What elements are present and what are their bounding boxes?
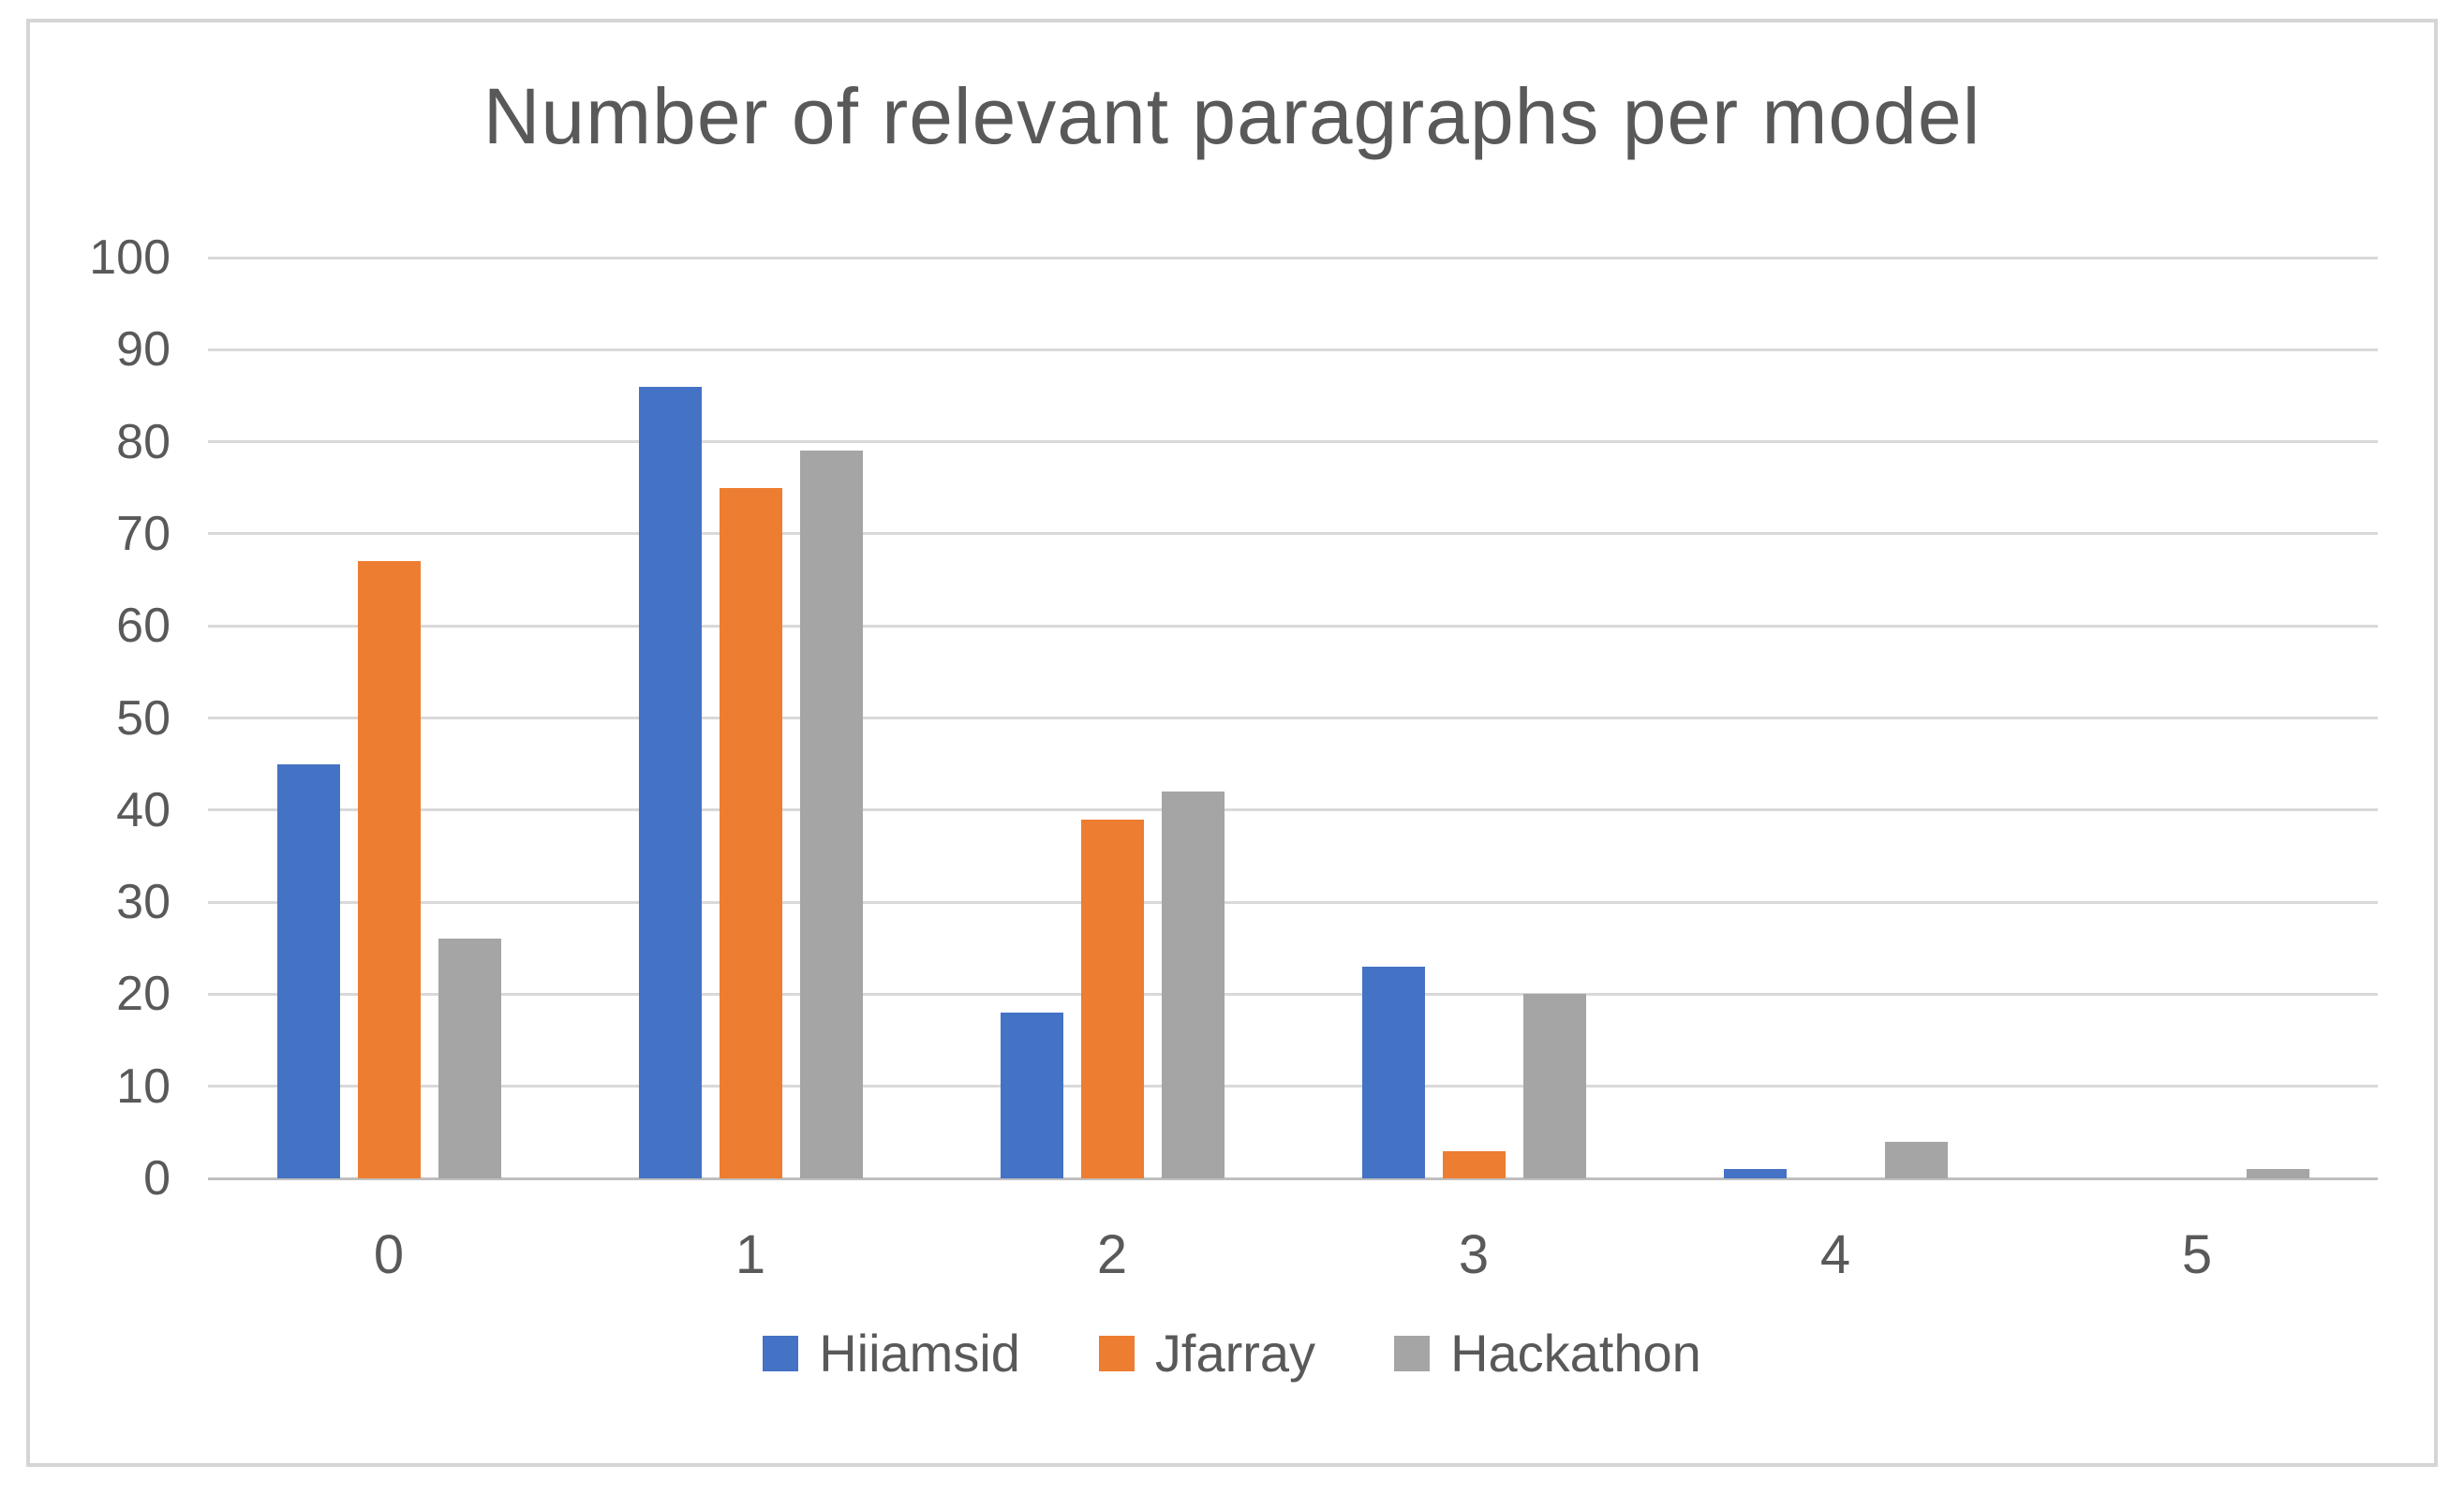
x-axis-label: 4 bbox=[1819, 1224, 1851, 1285]
gridline bbox=[208, 256, 2378, 259]
x-axis-line bbox=[208, 1177, 2378, 1180]
chart-container: Number of relevant paragraphs per model … bbox=[26, 19, 2438, 1467]
gridline bbox=[208, 992, 2378, 996]
legend-label: Jfarray bbox=[1154, 1324, 1316, 1383]
gridline bbox=[208, 808, 2378, 812]
bar bbox=[357, 561, 421, 1178]
bar-group bbox=[570, 258, 931, 1178]
y-axis-label: 40 bbox=[116, 782, 171, 837]
x-axis-label: 3 bbox=[1458, 1224, 1490, 1285]
bar-group bbox=[931, 258, 1293, 1178]
bar bbox=[799, 451, 863, 1178]
y-axis-label: 70 bbox=[116, 506, 171, 561]
legend-label: Hackathon bbox=[1450, 1324, 1701, 1383]
gridlines bbox=[208, 256, 2378, 1180]
bar bbox=[438, 939, 501, 1178]
bar bbox=[1884, 1141, 1948, 1178]
bar bbox=[1161, 792, 1225, 1178]
gridline bbox=[208, 900, 2378, 904]
y-axis-label: 20 bbox=[116, 967, 171, 1022]
bar-group bbox=[2016, 258, 2378, 1178]
legend-item: Hiiamsid bbox=[763, 1323, 1020, 1384]
y-axis-label: 30 bbox=[116, 875, 171, 930]
legend-marker-icon bbox=[763, 1335, 799, 1371]
y-axis: 0 10 20 30 40 50 60 70 80 90 100 bbox=[30, 230, 171, 1206]
gridline bbox=[208, 440, 2378, 444]
legend-label: Hiiamsid bbox=[819, 1324, 1020, 1383]
y-axis-label: 100 bbox=[89, 230, 171, 285]
bar bbox=[719, 487, 782, 1178]
y-axis-label: 0 bbox=[143, 1151, 171, 1206]
gridline bbox=[208, 1085, 2378, 1088]
legend-marker-icon bbox=[1098, 1335, 1135, 1371]
x-axis: 0 1 2 3 4 5 bbox=[208, 1197, 2378, 1291]
chart-title: Number of relevant paragraphs per model bbox=[482, 72, 1982, 160]
bar bbox=[638, 386, 702, 1178]
x-axis-label: 1 bbox=[735, 1224, 766, 1285]
x-axis-label: 5 bbox=[2181, 1224, 2213, 1285]
x-axis-label: 0 bbox=[373, 1224, 405, 1285]
bar bbox=[2246, 1169, 2309, 1178]
bar bbox=[276, 763, 340, 1178]
y-axis-label: 60 bbox=[116, 599, 171, 654]
y-axis-label: 50 bbox=[116, 690, 171, 746]
bar bbox=[1080, 819, 1144, 1178]
y-axis-label: 90 bbox=[116, 322, 171, 377]
x-axis-label: 2 bbox=[1096, 1224, 1128, 1285]
bar bbox=[1000, 1013, 1063, 1178]
bar bbox=[1522, 994, 1586, 1178]
bar-group bbox=[208, 258, 570, 1178]
bar-group bbox=[1293, 258, 1655, 1178]
y-axis-label: 10 bbox=[116, 1058, 171, 1114]
bar-group bbox=[1655, 258, 2016, 1178]
gridline bbox=[208, 348, 2378, 351]
gridline bbox=[208, 624, 2378, 628]
y-axis-label: 80 bbox=[116, 414, 171, 469]
bar-groups bbox=[208, 258, 2378, 1178]
legend-item: Jfarray bbox=[1098, 1323, 1316, 1384]
bar bbox=[1723, 1169, 1787, 1178]
bar bbox=[1361, 966, 1425, 1178]
gridline bbox=[208, 532, 2378, 536]
bar bbox=[1442, 1150, 1506, 1178]
legend-marker-icon bbox=[1394, 1335, 1431, 1371]
gridline bbox=[208, 717, 2378, 719]
legend: Hiiamsid Jfarray Hackathon bbox=[30, 1323, 2434, 1384]
plot-area bbox=[208, 256, 2378, 1180]
legend-item: Hackathon bbox=[1394, 1323, 1701, 1384]
